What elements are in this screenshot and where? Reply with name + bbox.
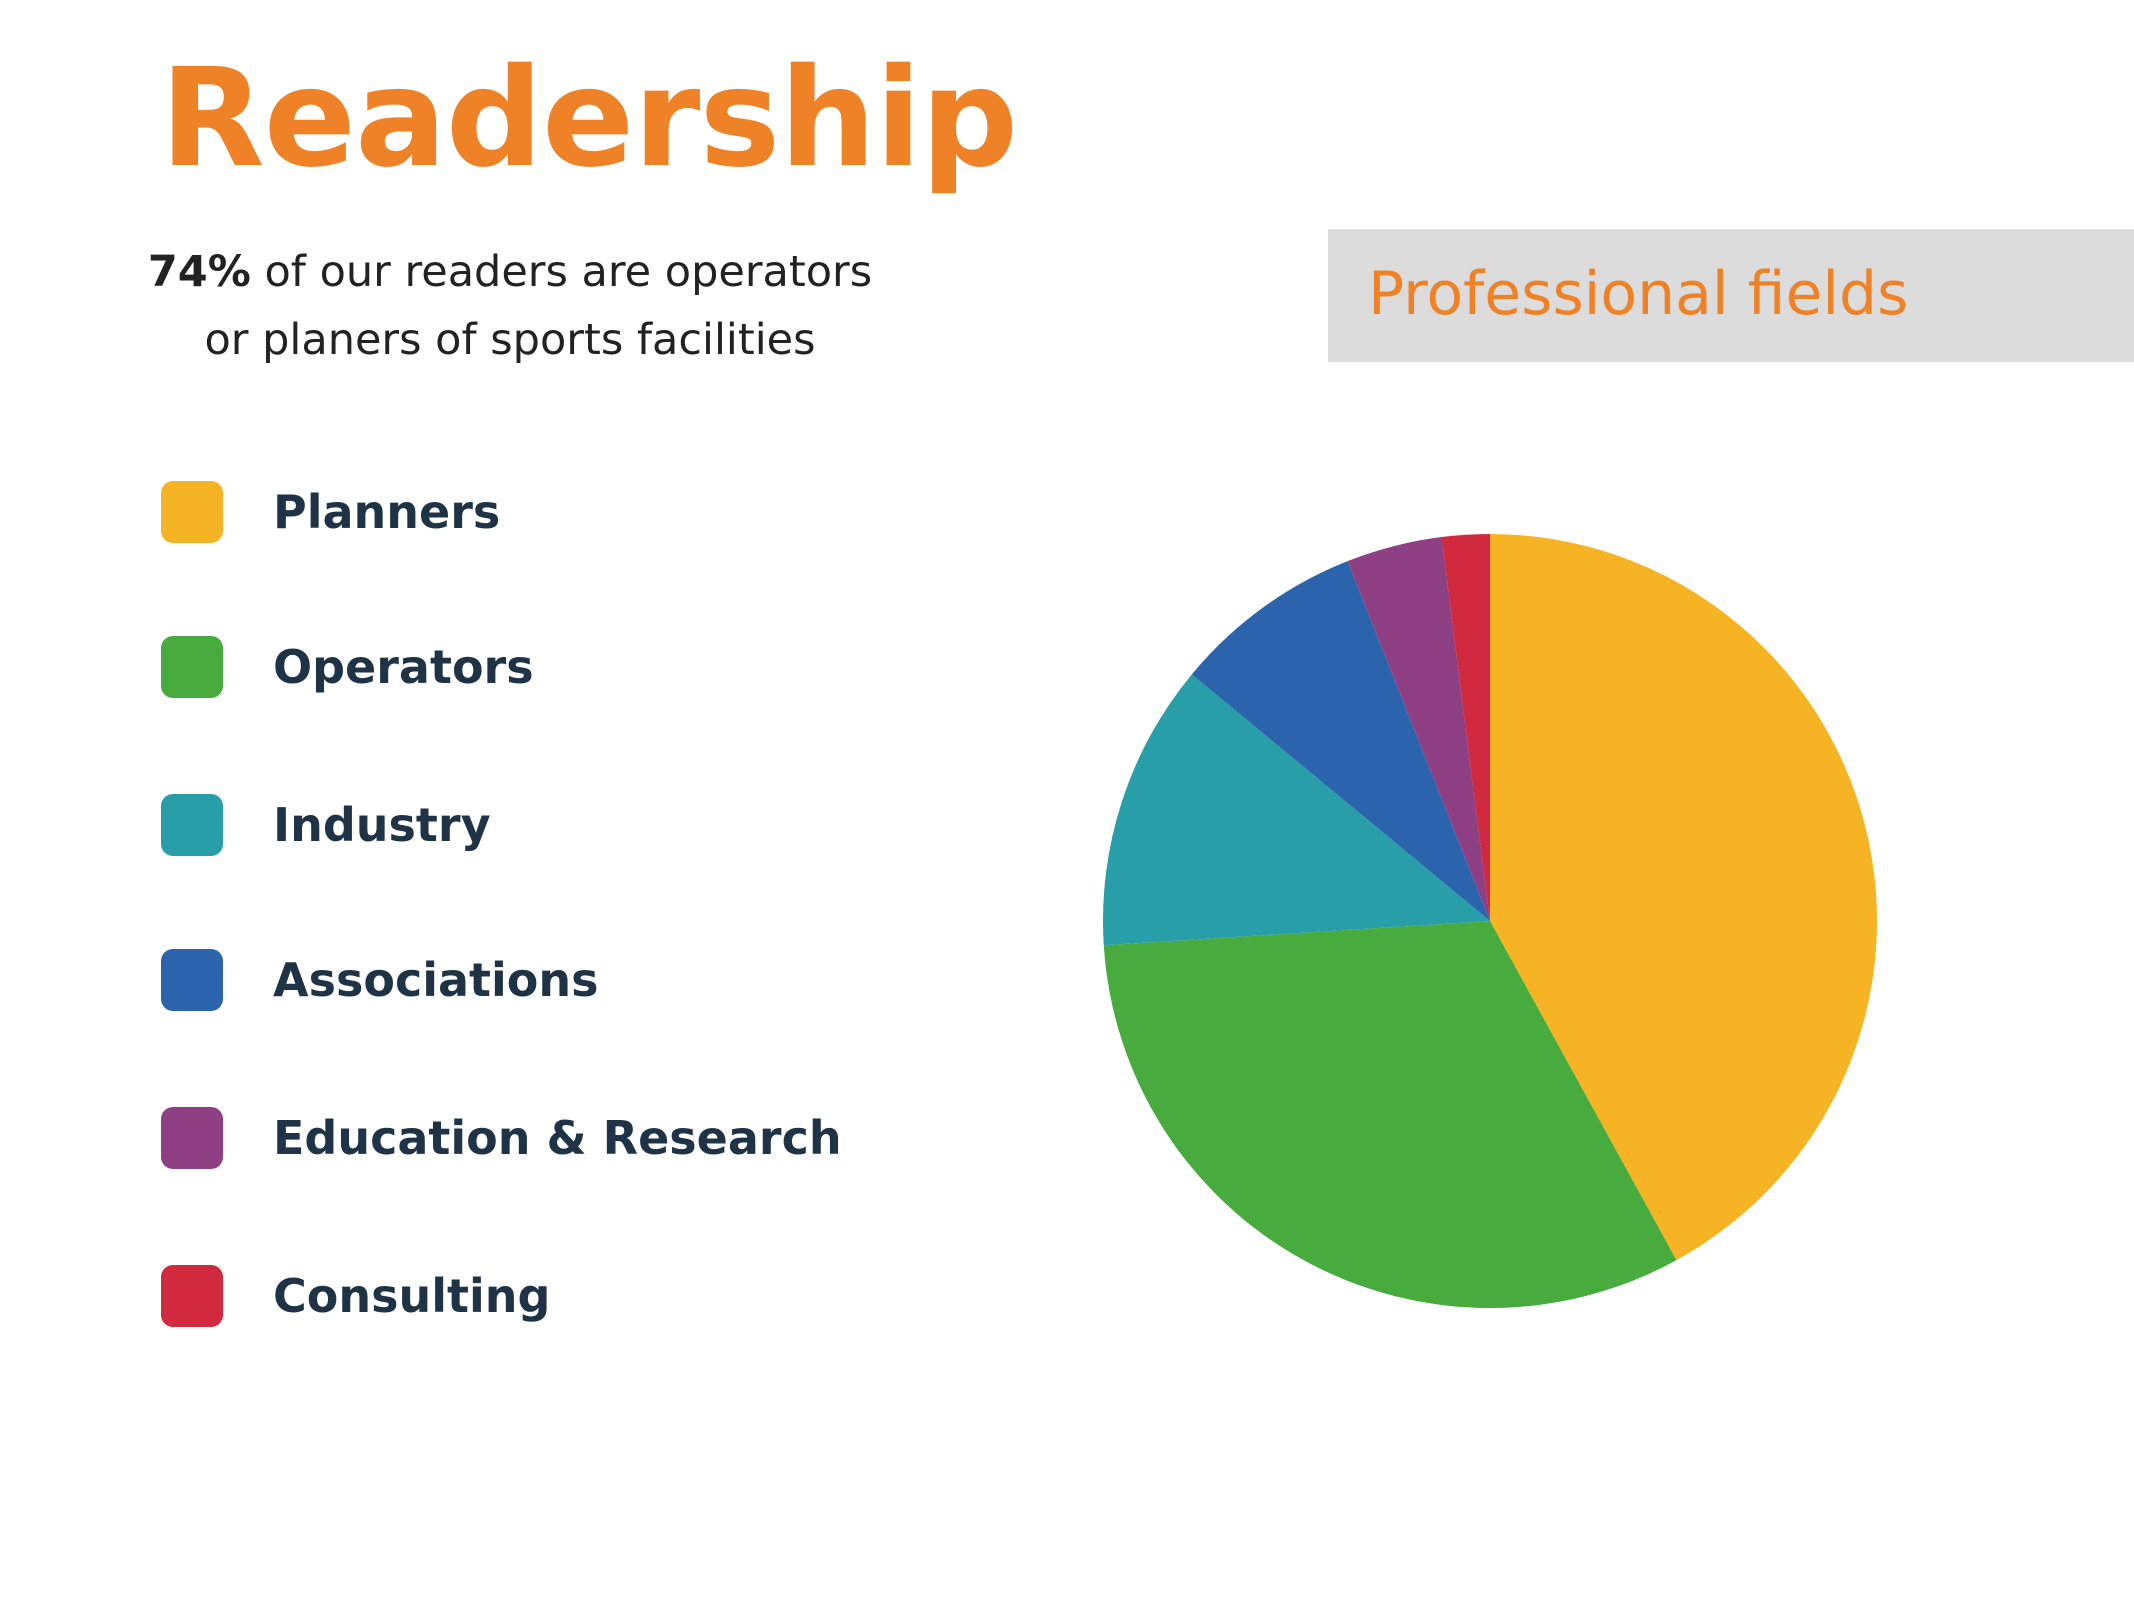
legend-item: Operators [161, 636, 534, 698]
legend-item: Education & Research [161, 1107, 842, 1169]
legend-swatch [161, 1107, 223, 1169]
legend-swatch [161, 949, 223, 1011]
pie-slice-education-research [1347, 537, 1490, 921]
legend-swatch [161, 794, 223, 856]
chart-title-panel: Professional fields [1328, 229, 2134, 362]
legend-label: Associations [273, 953, 599, 1007]
legend-swatch [161, 1265, 223, 1327]
legend-item: Industry [161, 794, 491, 856]
legend-item: Consulting [161, 1265, 550, 1327]
subtitle-line2: or planers of sports facilities [204, 315, 816, 365]
legend-label: Education & Research [273, 1111, 842, 1165]
page-title: Readership [160, 40, 1018, 198]
legend-label: Consulting [273, 1269, 551, 1323]
chart-title: Professional fields [1368, 259, 1909, 329]
legend-label: Operators [273, 640, 534, 694]
subtitle: 74% of our readers are operators or plan… [110, 238, 910, 374]
legend-item: Planners [161, 481, 500, 543]
legend-item: Associations [161, 949, 599, 1011]
subtitle-line1: of our readers are operators [250, 247, 873, 297]
pie-slice-consulting [1441, 534, 1490, 921]
legend-swatch [161, 636, 223, 698]
pie-slice-operators [1103, 921, 1677, 1309]
pie-slice-associations [1191, 561, 1490, 921]
legend-swatch [161, 481, 223, 543]
pie-slice-planners [1490, 534, 1878, 1261]
pie-slice-industry [1103, 674, 1490, 946]
legend-label: Industry [273, 798, 491, 852]
legend-label: Planners [273, 485, 501, 539]
subtitle-highlight: 74% [147, 247, 251, 297]
